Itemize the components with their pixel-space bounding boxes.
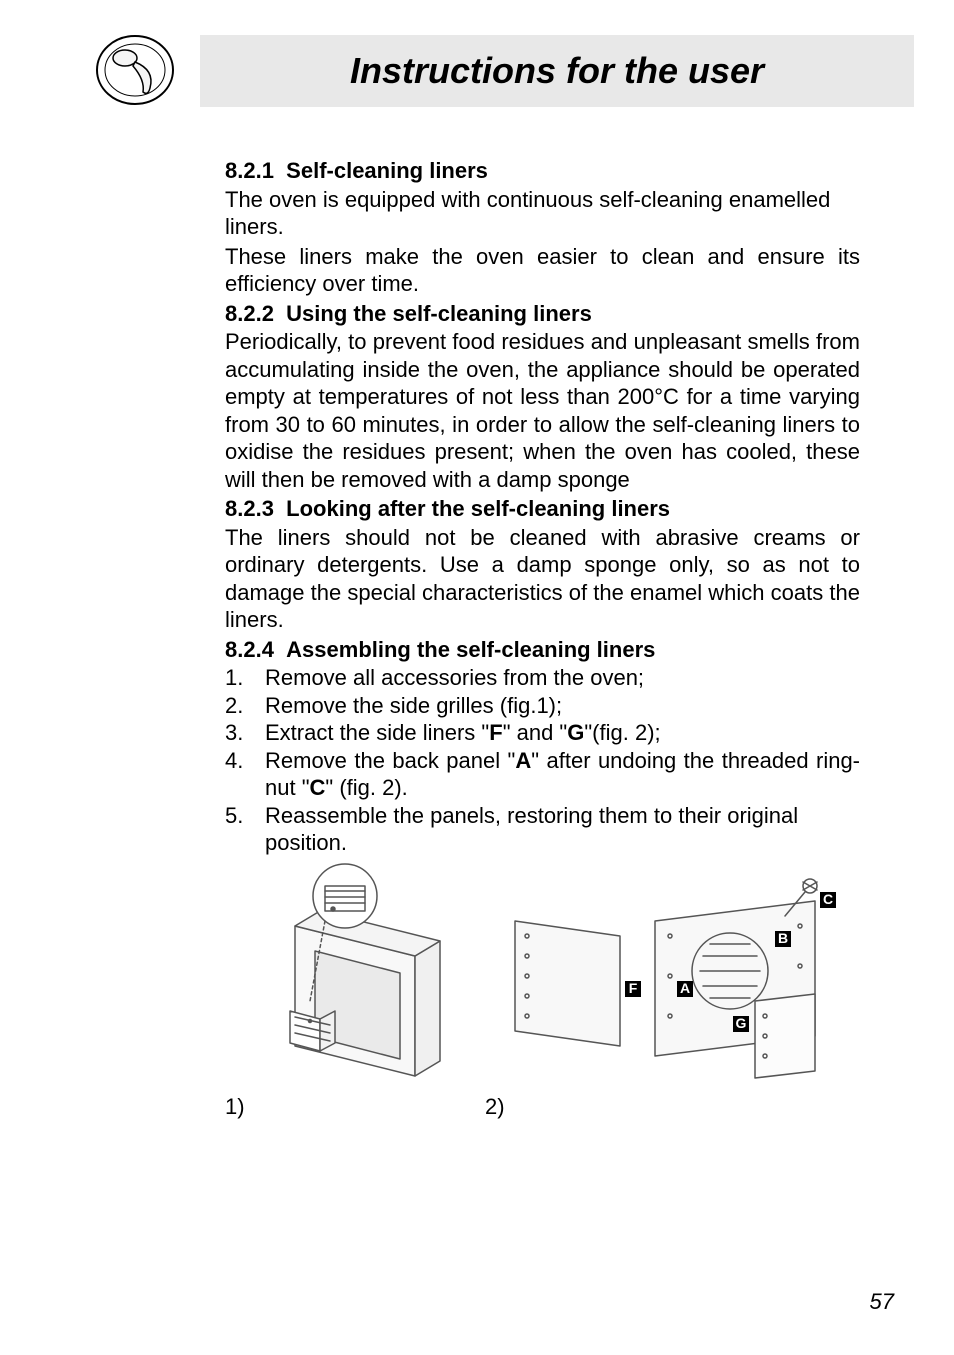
step-num: 2. (225, 692, 265, 720)
step-text: Remove the back panel "A" after undoing … (265, 747, 860, 802)
step4-C: C (310, 775, 326, 800)
header-band: Instructions for the user (200, 35, 914, 107)
step-text: Extract the side liners "F" and "G"(fig.… (265, 719, 860, 747)
step-num: 4. (225, 747, 265, 802)
heading-821: 8.2.1 Self-cleaning liners (225, 157, 860, 185)
step4-A: A (515, 748, 531, 773)
figure-2-svg: C B F A G (485, 876, 845, 1091)
step3-F: F (489, 720, 502, 745)
heading-822: 8.2.2 Using the self-cleaning liners (225, 300, 860, 328)
list-item: 3. Extract the side liners "F" and "G"(f… (225, 719, 860, 747)
svg-text:B: B (778, 930, 788, 946)
svg-text:A: A (680, 980, 690, 996)
step-text: Remove the side grilles (fig.1); (265, 692, 860, 720)
assembly-steps-list: 1. Remove all accessories from the oven;… (225, 664, 860, 857)
step-num: 1. (225, 664, 265, 692)
heading-823: 8.2.3 Looking after the self-cleaning li… (225, 495, 860, 523)
step3-b: " and " (503, 720, 568, 745)
step4-a: Remove the back panel " (265, 748, 515, 773)
figure-1: 1) (225, 861, 455, 1121)
svg-text:C: C (823, 891, 833, 907)
step4-c: " (fig. 2). (325, 775, 407, 800)
list-item: 5. Reassemble the panels, restoring them… (225, 802, 860, 857)
heading-823-num: 8.2.3 (225, 496, 274, 521)
heading-822-title: Using the self-cleaning liners (286, 301, 592, 326)
heading-823-title: Looking after the self-cleaning liners (286, 496, 670, 521)
s1-p1: The oven is equipped with continuous sel… (225, 186, 860, 241)
list-item: 1. Remove all accessories from the oven; (225, 664, 860, 692)
figure-1-svg (225, 861, 455, 1091)
heading-822-num: 8.2.2 (225, 301, 274, 326)
list-item: 4. Remove the back panel "A" after undoi… (225, 747, 860, 802)
step3-G: G (567, 720, 584, 745)
step-text: Remove all accessories from the oven; (265, 664, 860, 692)
s3-p1: The liners should not be cleaned with ab… (225, 524, 860, 634)
heading-824-num: 8.2.4 (225, 637, 274, 662)
s1-p2: These liners make the oven easier to cle… (225, 243, 860, 298)
content-column: 8.2.1 Self-cleaning liners The oven is e… (225, 155, 860, 1120)
svg-text:F: F (629, 980, 638, 996)
figure-1-caption: 1) (225, 1093, 455, 1121)
heading-824-title: Assembling the self-cleaning liners (286, 637, 655, 662)
list-item: 2. Remove the side grilles (fig.1); (225, 692, 860, 720)
figure-row: 1) (225, 861, 860, 1121)
page-number: 57 (870, 1289, 894, 1315)
svg-text:G: G (736, 1015, 747, 1031)
step3-a: Extract the side liners " (265, 720, 489, 745)
figure-2: C B F A G 2) (485, 876, 845, 1121)
heading-821-title: Self-cleaning liners (286, 158, 488, 183)
page-title: Instructions for the user (350, 50, 764, 92)
spoon-icon (95, 30, 175, 110)
heading-824: 8.2.4 Assembling the self-cleaning liner… (225, 636, 860, 664)
step3-c: "(fig. 2); (584, 720, 660, 745)
heading-821-num: 8.2.1 (225, 158, 274, 183)
step-num: 3. (225, 719, 265, 747)
step-text: Reassemble the panels, restoring them to… (265, 802, 860, 857)
step-num: 5. (225, 802, 265, 857)
figure-2-caption: 2) (485, 1093, 845, 1121)
s2-p1: Periodically, to prevent food residues a… (225, 328, 860, 493)
